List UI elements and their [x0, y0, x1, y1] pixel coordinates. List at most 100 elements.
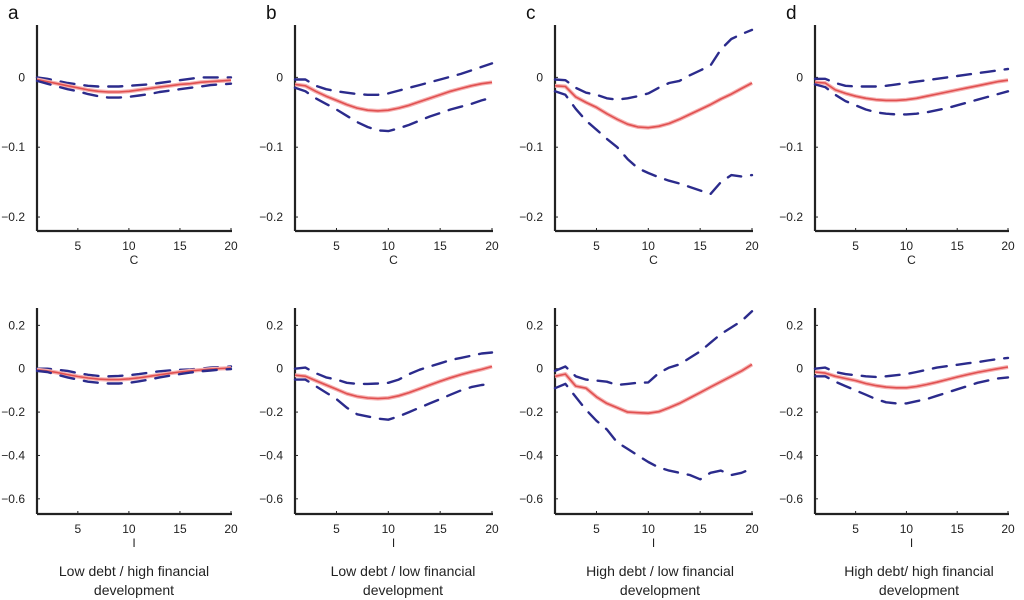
series-lower-band [553, 90, 754, 196]
panel-d: d 5 10 15 20 0 −0.1 −0.2 C 5 10 15 20 0.2 0 −0.2 −0.4 −0.… [779, 3, 1015, 550]
x-tick-label: 10 [382, 239, 396, 253]
caption-line: development [362, 582, 444, 598]
y-tick-label: −0.1 [779, 140, 803, 154]
y-tick-label: 0 [536, 362, 543, 376]
panel-a: a 5 10 15 20 0 −0.1 −0.2 C 5 10 15 20 0.2 0 −0.2 −0.4 −0.… [1, 3, 238, 550]
subplot-c-c: 5 10 15 20 0 −0.1 −0.2 C [519, 25, 759, 267]
x-tick-label: 5 [852, 522, 859, 536]
y-tick-label: 0 [276, 70, 283, 84]
series-upper-band [813, 67, 1010, 88]
y-tick-label: −0.2 [1, 210, 25, 224]
subplot-c-i: 5 10 15 20 0.2 0 −0.2 −0.4 −0.6 I [519, 308, 759, 550]
series-lower-band [813, 375, 1010, 405]
x-tick-label: 20 [745, 522, 759, 536]
y-tick-label: 0.2 [786, 318, 803, 332]
series-estimate [554, 82, 753, 129]
subplot-a-c: 5 10 15 20 0 −0.1 −0.2 C [1, 25, 238, 267]
caption-panel-a: Low debt / high financial development [19, 562, 249, 600]
series-estimate [554, 363, 753, 415]
x-tick-label: 5 [333, 239, 340, 253]
caption-line: High debt / low financial [586, 563, 734, 579]
caption-line: development [93, 582, 175, 598]
x-tick-label: 20 [1001, 522, 1015, 536]
y-tick-label: 0 [536, 70, 543, 84]
x-tick-label: 20 [485, 239, 499, 253]
series-upper-band [35, 76, 233, 88]
series-lower-band [553, 382, 754, 481]
panel-letter: b [266, 3, 277, 24]
estimate-halo [294, 364, 493, 401]
x-tick-label: 5 [593, 239, 600, 253]
x-tick-label: 15 [173, 522, 187, 536]
y-tick-label: 0 [796, 362, 803, 376]
x-tick-label: 15 [951, 239, 965, 253]
series-upper-band [553, 310, 754, 387]
x-axis-title: I [132, 536, 135, 550]
series-upper-band [553, 28, 754, 101]
series-estimate [814, 79, 1009, 102]
x-tick-label: 10 [900, 522, 914, 536]
panel-c: c 5 10 15 20 0 −0.1 −0.2 C 5 10 15 20 0.2 0 −0.2 −0.4 −0.… [519, 3, 759, 550]
x-tick-label: 10 [900, 239, 914, 253]
subplot-a-i: 5 10 15 20 0.2 0 −0.2 −0.4 −0.6 I [1, 308, 238, 550]
x-tick-label: 15 [433, 239, 447, 253]
x-axis-title: I [652, 536, 655, 550]
series-lower-band [35, 79, 233, 99]
y-tick-label: 0.2 [266, 318, 283, 332]
caption-line: Low debt / low financial [330, 563, 476, 579]
subplot-b-i: 5 10 15 20 0.2 0 −0.2 −0.4 −0.6 I [259, 308, 499, 550]
caption-line: development [619, 582, 701, 598]
panel-letter: d [786, 3, 797, 24]
x-tick-label: 5 [74, 239, 81, 253]
series-lower-band [35, 367, 233, 385]
x-tick-label: 10 [122, 239, 136, 253]
subplot-d-c: 5 10 15 20 0 −0.1 −0.2 C [779, 25, 1015, 267]
x-tick-label: 10 [382, 522, 396, 536]
y-tick-label: −0.4 [259, 448, 283, 462]
panel-b: b 5 10 15 20 0 −0.1 −0.2 C 5 10 15 20 0.2 0 −0.2 −0.4 −0.… [259, 3, 499, 550]
caption-line: Low debt / high financial [58, 563, 210, 579]
series-upper-band [293, 351, 494, 386]
x-axis-title: I [392, 536, 395, 550]
y-tick-label: −0.4 [779, 448, 803, 462]
x-axis-title: I [910, 536, 913, 550]
y-tick-label: −0.2 [779, 405, 803, 419]
caption-line: development [878, 582, 960, 598]
y-tick-label: −0.6 [779, 492, 803, 506]
series-estimate [814, 366, 1009, 389]
x-axis-title: C [907, 253, 916, 267]
x-tick-label: 20 [745, 239, 759, 253]
y-tick-label: −0.2 [519, 405, 543, 419]
y-tick-label: 0 [796, 70, 803, 84]
x-tick-label: 5 [74, 522, 81, 536]
x-tick-label: 5 [333, 522, 340, 536]
x-tick-label: 5 [593, 522, 600, 536]
x-tick-label: 15 [693, 239, 707, 253]
caption-line: High debt/ high financial [844, 563, 994, 579]
x-tick-label: 20 [1001, 239, 1015, 253]
panel-letter: a [8, 3, 19, 24]
series-lower-band [293, 86, 494, 133]
y-tick-label: −0.6 [1, 492, 25, 506]
subplot-d-i: 5 10 15 20 0.2 0 −0.2 −0.4 −0.6 I [779, 308, 1015, 550]
series-upper-band [35, 365, 233, 378]
y-tick-label: 0.2 [526, 318, 543, 332]
estimate-halo [554, 362, 754, 416]
y-tick-label: −0.1 [259, 140, 283, 154]
series-lower-band [293, 378, 494, 421]
y-tick-label: −0.2 [519, 210, 543, 224]
y-tick-label: −0.2 [1, 405, 25, 419]
series-upper-band [293, 62, 494, 97]
y-tick-label: −0.4 [519, 448, 543, 462]
x-tick-label: 10 [642, 522, 656, 536]
caption-panel-b: Low debt / low financial development [288, 562, 518, 600]
caption-panel-d: High debt/ high financial development [804, 562, 1024, 600]
x-tick-label: 10 [642, 239, 656, 253]
x-axis-title: C [130, 253, 139, 267]
x-tick-label: 20 [224, 522, 238, 536]
y-tick-label: −0.2 [259, 210, 283, 224]
y-tick-label: −0.2 [779, 210, 803, 224]
y-tick-label: 0 [276, 362, 283, 376]
x-axis-title: C [389, 253, 398, 267]
